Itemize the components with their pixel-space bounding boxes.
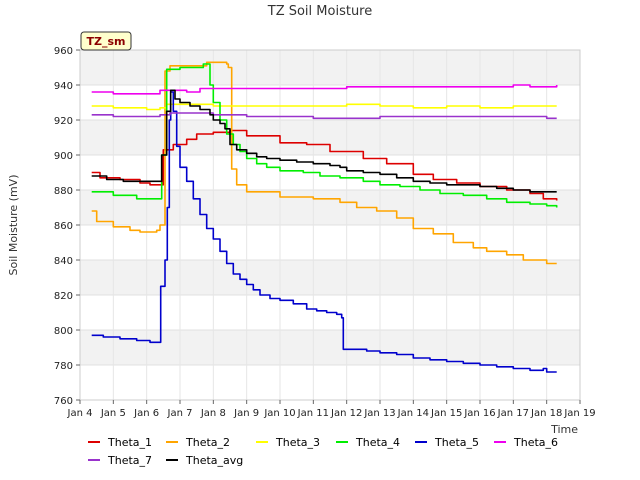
y-tick-label: 800 (54, 326, 73, 337)
plot-band (80, 365, 580, 400)
legend-item-theta-3: Theta_3 (256, 436, 320, 449)
legend-item-theta-2: Theta_2 (166, 436, 230, 449)
legend-label: Theta_4 (355, 436, 400, 449)
x-axis: Jan 4 Jan 5 Jan 6 Jan 7 Jan 8 Jan 9 Jan 10 Jan … (67, 400, 596, 419)
legend-label: Theta_7 (107, 454, 152, 467)
x-tick-label: Jan 5 (100, 408, 126, 419)
y-tick-label: 780 (54, 361, 73, 372)
series-line-theta-5 (91, 91, 557, 373)
series-line-theta-4 (91, 63, 558, 208)
series-line-theta-3 (91, 103, 557, 111)
y-tick-label: 880 (54, 186, 73, 197)
series-group (91, 61, 558, 373)
x-tick-label: Jan 4 (67, 408, 93, 419)
series-line-theta-6 (91, 84, 558, 95)
legend-label: Theta_1 (107, 436, 152, 449)
plot-band (80, 330, 580, 365)
legend-item-theta-5: Theta_5 (415, 436, 479, 449)
plot-band (80, 260, 580, 295)
x-tick-label: Jan 17 (497, 408, 529, 419)
station-tag-label: TZ_sm (87, 35, 126, 48)
plot-band (80, 50, 580, 85)
x-tick-label: Jan 14 (397, 408, 429, 419)
x-tick-label: Jan 6 (133, 408, 159, 419)
y-tick-label: 820 (54, 291, 73, 302)
x-tick-label: Jan 15 (430, 408, 462, 419)
legend-label: Theta_3 (275, 436, 320, 449)
legend: Theta_1 Theta_2 Theta_3 Theta_4 Theta_5 Theta… (88, 436, 558, 467)
station-tag-box (80, 31, 132, 51)
plot-band (80, 225, 580, 260)
series-line-theta-2 (91, 61, 557, 265)
x-tick-label: Jan 13 (363, 408, 395, 419)
x-axis-label: Time (550, 423, 578, 436)
y-axis-label: Soil Moisture (mV) (7, 175, 20, 276)
y-tick-label: 960 (54, 46, 73, 57)
y-tick-label: 760 (54, 396, 73, 407)
y-tick-label: 840 (54, 256, 73, 267)
chart-title: TZ Soil Moisture (267, 4, 373, 19)
x-tick-label: Jan 12 (330, 408, 362, 419)
plot-band (80, 190, 580, 225)
y-tick-label: 860 (54, 221, 73, 232)
y-tick-label: 920 (54, 116, 73, 127)
x-tick-label: Jan 9 (233, 408, 259, 419)
x-tick-label: Jan 8 (200, 408, 226, 419)
y-tick-label: 940 (54, 81, 73, 92)
legend-item-theta-4: Theta_4 (336, 436, 400, 449)
x-tick-label: Jan 18 (530, 408, 562, 419)
x-tick-label: Jan 19 (563, 408, 595, 419)
legend-item-theta-avg: Theta_avg (166, 454, 243, 467)
legend-item-theta-7: Theta_7 (88, 454, 152, 467)
plot-bands (80, 50, 580, 400)
station-tag: TZ_sm (80, 31, 132, 51)
legend-label: Theta_avg (185, 454, 243, 467)
legend-label: Theta_6 (513, 436, 558, 449)
x-tick-label: Jan 16 (463, 408, 495, 419)
legend-item-theta-1: Theta_1 (88, 436, 152, 449)
y-tick-label: 900 (54, 151, 73, 162)
legend-label: Theta_5 (434, 436, 479, 449)
x-tick-label: Jan 10 (263, 408, 295, 419)
y-axis: 760 780 800 820 840 860 880 900 920 940 960 (54, 46, 80, 407)
plot-band (80, 85, 580, 120)
series-line-theta-avg (91, 89, 557, 193)
legend-label: Theta_2 (185, 436, 230, 449)
x-tick-label: Jan 7 (167, 408, 193, 419)
x-tick-label: Jan 11 (297, 408, 329, 419)
legend-item-theta-6: Theta_6 (494, 436, 558, 449)
series-line-theta-7 (91, 112, 557, 120)
